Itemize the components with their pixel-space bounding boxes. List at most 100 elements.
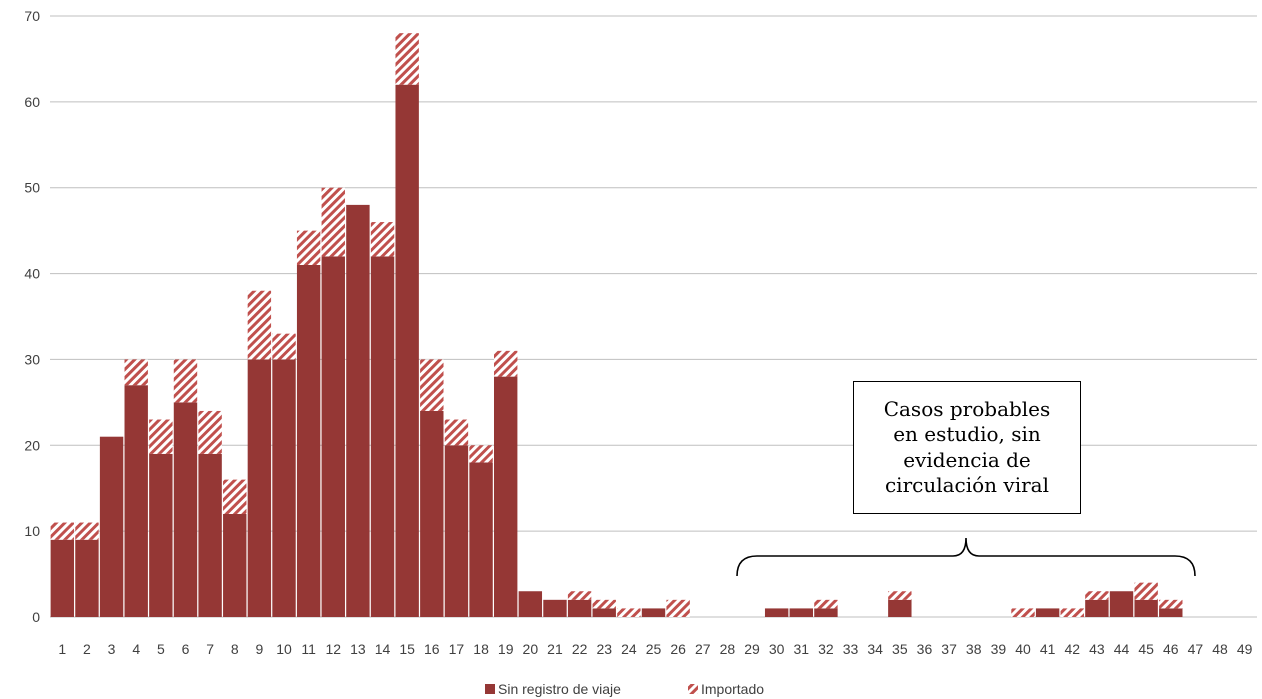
bar-sin-registro — [50, 539, 75, 617]
bar-importado — [223, 479, 247, 514]
bar-sin-registro — [1159, 608, 1183, 617]
x-tick-label: 33 — [843, 641, 859, 657]
x-tick-label: 37 — [941, 641, 957, 657]
x-tick-label: 45 — [1138, 641, 1154, 657]
y-tick-label: 70 — [24, 8, 40, 24]
annotation-box: Casos probables en estudio, sin evidenci… — [853, 381, 1081, 514]
bar-sin-registro — [173, 402, 198, 617]
bar-sin-registro — [75, 539, 99, 617]
bar-importado — [124, 359, 148, 386]
bar-sin-registro — [543, 599, 567, 617]
x-tick-label: 42 — [1064, 641, 1080, 657]
x-tick-label: 27 — [695, 641, 711, 657]
x-tick-label: 48 — [1212, 641, 1228, 657]
y-tick-label: 40 — [24, 266, 40, 282]
bar-sin-registro — [518, 591, 543, 617]
y-tick-label: 60 — [24, 94, 40, 110]
bar-importado — [888, 591, 912, 600]
x-tick-label: 40 — [1015, 641, 1031, 657]
legend-swatch-importado — [688, 684, 698, 694]
x-tick-label: 14 — [375, 641, 391, 657]
x-tick-label: 2 — [83, 641, 91, 657]
bar-importado — [198, 410, 222, 454]
x-tick-label: 47 — [1188, 641, 1204, 657]
x-tick-label: 32 — [818, 641, 834, 657]
x-tick-label: 49 — [1237, 641, 1253, 657]
bar-importado — [1011, 608, 1035, 617]
x-tick-label: 9 — [255, 641, 263, 657]
bar-importado — [272, 333, 296, 360]
bar-importado — [75, 522, 99, 540]
bar-sin-registro — [789, 608, 813, 617]
x-tick-label: 41 — [1040, 641, 1056, 657]
x-tick-label: 30 — [769, 641, 785, 657]
x-tick-label: 44 — [1114, 641, 1130, 657]
bar-importado — [494, 350, 518, 377]
x-tick-label: 4 — [132, 641, 140, 657]
x-axis: 1 2 3 4 5 6 7 8 9 10 11 12 13 14 15 16 17 18 19 20 21 22 23 24 2… — [58, 641, 1252, 657]
x-tick-label: 16 — [424, 641, 440, 657]
bar-sin-registro — [296, 264, 321, 617]
bar-importado — [370, 222, 395, 257]
annotation-brace — [736, 537, 1196, 577]
x-tick-label: 22 — [572, 641, 588, 657]
x-tick-label: 6 — [182, 641, 190, 657]
x-tick-label: 43 — [1089, 641, 1105, 657]
x-tick-label: 13 — [350, 641, 366, 657]
x-tick-label: 25 — [646, 641, 662, 657]
x-tick-label: 20 — [523, 641, 539, 657]
bar-importado — [1060, 608, 1084, 617]
bar-importado — [1134, 582, 1158, 600]
bar-importado — [173, 359, 198, 403]
x-tick-label: 46 — [1163, 641, 1179, 657]
bar-importado — [617, 608, 641, 617]
x-tick-label: 10 — [276, 641, 292, 657]
legend-label-sin-registro: Sin registro de viaje — [498, 681, 621, 697]
bar-importado — [1159, 599, 1183, 609]
bar-sin-registro — [395, 84, 419, 617]
bar-sin-registro — [444, 445, 469, 617]
bar-sin-registro — [149, 453, 173, 617]
bar-sin-registro — [198, 453, 222, 617]
x-tick-label: 36 — [917, 641, 933, 657]
bar-sin-registro — [346, 204, 370, 617]
x-tick-label: 5 — [157, 641, 165, 657]
annotation-line: circulación viral — [884, 472, 1049, 497]
bar-importado — [1085, 591, 1109, 600]
bar-importado — [296, 230, 321, 265]
x-tick-label: 18 — [473, 641, 489, 657]
x-tick-label: 1 — [58, 641, 66, 657]
bar-sin-registro — [1109, 591, 1134, 617]
x-tick-label: 21 — [547, 641, 563, 657]
bars — [50, 33, 1183, 617]
x-tick-label: 15 — [399, 641, 415, 657]
x-tick-label: 35 — [892, 641, 908, 657]
y-axis: 0 10 20 30 40 50 60 70 — [24, 8, 40, 625]
bar-sin-registro — [99, 436, 124, 617]
x-tick-label: 11 — [301, 641, 316, 657]
annotation-line: en estudio, sin — [893, 422, 1041, 447]
bar-sin-registro — [469, 462, 493, 617]
bar-importado — [814, 599, 838, 609]
legend-swatch-sin-registro — [485, 684, 495, 694]
y-tick-label: 20 — [24, 437, 40, 453]
bar-sin-registro — [321, 256, 345, 617]
bar-sin-registro — [1035, 608, 1060, 617]
bar-sin-registro — [420, 410, 444, 617]
bar-importado — [469, 445, 493, 463]
x-tick-label: 7 — [206, 641, 214, 657]
bar-sin-registro — [223, 513, 247, 617]
bar-sin-registro — [888, 599, 912, 617]
x-tick-label: 23 — [596, 641, 612, 657]
bar-sin-registro — [764, 608, 789, 617]
bar-sin-registro — [814, 608, 838, 617]
x-tick-label: 24 — [621, 641, 637, 657]
bar-importado — [395, 33, 419, 85]
bar-sin-registro — [272, 359, 296, 617]
bar-sin-registro — [124, 385, 148, 617]
bar-sin-registro — [567, 599, 592, 617]
annotation-line: evidencia de — [903, 447, 1031, 472]
bar-sin-registro — [592, 608, 616, 617]
x-tick-label: 19 — [498, 641, 514, 657]
